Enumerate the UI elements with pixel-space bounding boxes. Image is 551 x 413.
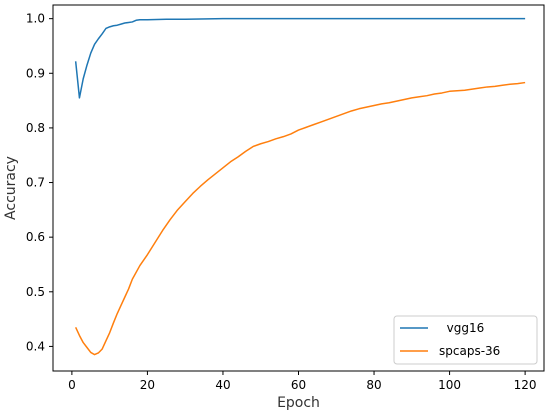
y-tick-label: 0.7	[26, 176, 45, 190]
y-tick-label: 0.9	[26, 66, 45, 80]
y-tick-label: 0.4	[26, 339, 45, 353]
y-tick-label: 1.0	[26, 12, 45, 26]
x-tick-label: 20	[140, 378, 155, 392]
legend-box	[393, 315, 538, 365]
plot-area	[52, 4, 545, 372]
legend-label: spcaps-36	[439, 344, 500, 358]
y-tick-label: 0.5	[26, 285, 45, 299]
legend: vgg16 spcaps-36	[393, 315, 538, 365]
x-tick-label: 60	[291, 378, 306, 392]
x-tick-label: 80	[366, 378, 381, 392]
y-axis-ticks: 0.4 0.5 0.6 0.7 0.8 0.9 1.0	[26, 12, 53, 353]
legend-label: vgg16	[439, 321, 484, 335]
x-tick-label: 0	[68, 378, 76, 392]
series-line-spcaps-36	[74, 81, 526, 356]
x-axis-label: Epoch	[277, 395, 320, 411]
x-axis-ticks: 0 20 40 60 80 100 120	[68, 371, 537, 392]
x-tick-label: 120	[514, 378, 537, 392]
x-tick-label: 40	[215, 378, 230, 392]
series-line-vgg16	[74, 17, 526, 99]
y-axis-label: Accuracy	[3, 156, 19, 220]
x-tick-label: 100	[438, 378, 461, 392]
series-lines	[74, 17, 526, 356]
y-tick-label: 0.8	[26, 121, 45, 135]
y-tick-label: 0.6	[26, 230, 45, 244]
